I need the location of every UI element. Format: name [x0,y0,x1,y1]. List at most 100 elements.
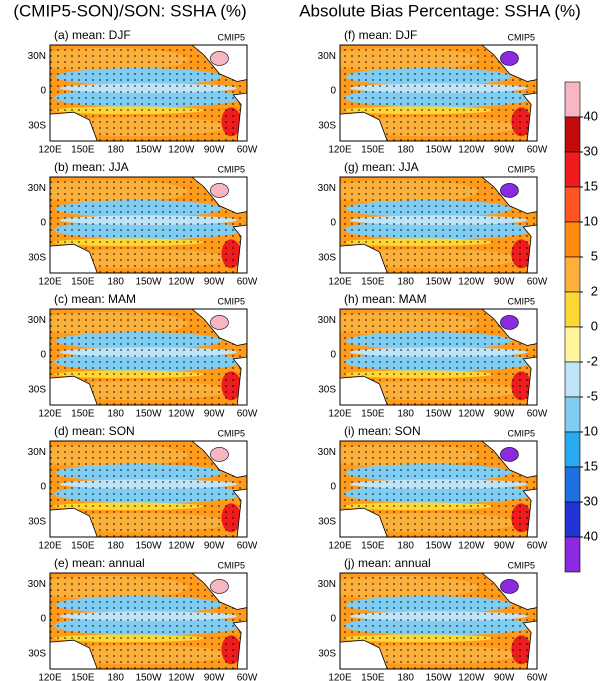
land [522,620,537,669]
lat-tick-label: 0 [40,350,46,361]
lon-tick-label: 120E [38,409,62,420]
lon-tick-label: 90W [494,145,515,156]
lat-tick-label: 30S [28,252,46,263]
lon-tick-label: 150E [361,673,385,681]
land [232,356,247,405]
panel-tag: CMIP5 [507,164,535,174]
map-frame [49,308,248,406]
gulf-patch [210,447,229,462]
colorbar-label: -10 [579,423,598,438]
land [522,224,537,273]
map-frame [49,572,248,670]
land [50,111,98,141]
gulf-patch [500,447,519,462]
panel-tag: CMIP5 [217,32,245,42]
map-panel: (j) mean: annual CMIP5 30N 0 30S 120E 150E 180 1… [318,556,548,681]
lon-tick-label: 150W [135,409,162,420]
colorbar-label: -40 [579,528,598,543]
lon-tick-label: 150W [135,277,162,288]
lon-tick-label: 90W [494,541,515,552]
lon-tick-label: 90W [494,277,515,288]
lon-tick-label: 120E [328,409,352,420]
panel-label: (c) mean: MAM [54,292,136,306]
colorbar-box [564,151,581,188]
land [50,375,98,405]
gulf-patch [500,51,519,66]
panel-label: (d) mean: SON [54,424,135,438]
land [50,507,98,537]
lon-tick-label: 180 [397,409,414,420]
gulf-patch [210,579,229,594]
lat-tick-label: 0 [40,86,46,97]
colorbar-label: 15 [584,178,598,193]
lat-tick-label: 30S [318,384,336,395]
lat-tick-label: 30S [318,120,336,131]
lon-tick-label: 120W [168,409,195,420]
lat-tick-label: 30N [28,315,46,326]
colorbar: 40 30 15 10 5 2 0 -2 -5 -10 -15 -30 -40 [564,81,598,573]
land [522,488,537,537]
lon-tick-label: 180 [107,277,124,288]
lat-tick-label: 0 [40,482,46,493]
gulf-patch [500,183,519,198]
map-panel: (b) mean: JJA CMIP5 30N 0 30S 120E 150E 180 150W… [28,160,258,287]
lon-tick-label: 150E [361,145,385,156]
lon-tick-label: 60W [527,277,548,288]
land [522,92,537,141]
map-field [50,441,247,537]
lon-tick-label: 150W [135,541,162,552]
column-title: Absolute Bias Percentage: SSHA (%) [299,1,581,20]
lon-tick-label: 60W [237,673,258,681]
lon-tick-label: 120E [328,145,352,156]
lat-tick-label: 0 [40,614,46,625]
lon-tick-label: 180 [107,541,124,552]
panel-label: (b) mean: JJA [54,160,129,174]
lon-tick-label: 150E [71,277,95,288]
lon-tick-label: 150E [361,277,385,288]
map-field [340,177,537,273]
lon-tick-label: 120E [328,277,352,288]
lon-tick-label: 120W [458,277,485,288]
lon-tick-label: 150W [425,409,452,420]
lon-tick-label: 120W [458,409,485,420]
lat-tick-label: 30S [28,648,46,659]
lon-tick-label: 90W [204,145,225,156]
map-panel: (i) mean: SON CMIP5 30N 0 30S 120E 150E 180 150W… [318,424,548,551]
map-field [340,573,537,669]
colorbar-box [564,81,581,118]
map-field [50,177,247,273]
lat-tick-label: 30N [28,51,46,62]
lon-tick-label: 60W [237,145,258,156]
panel-tag: CMIP5 [507,32,535,42]
panel-label: (a) mean: DJF [54,28,131,42]
colorbar-label: 30 [584,143,598,158]
lon-tick-label: 120E [38,541,62,552]
colorbar-box [564,326,581,363]
lon-tick-label: 150E [71,145,95,156]
map-field [50,573,247,669]
lon-tick-label: 180 [397,277,414,288]
lat-tick-label: 30N [318,51,336,62]
lon-tick-label: 120W [168,145,195,156]
lon-tick-label: 60W [237,277,258,288]
colorbar-box [564,116,581,153]
lon-tick-label: 150E [71,673,95,681]
panel-tag: CMIP5 [217,428,245,438]
colorbar-label: -2 [586,353,598,368]
gulf-patch [210,315,229,330]
lon-tick-label: 180 [397,541,414,552]
lat-tick-label: 30N [28,447,46,458]
lat-tick-label: 30S [28,384,46,395]
land [50,639,98,669]
lon-tick-label: 150E [361,541,385,552]
map-panel: (a) mean: DJF CMIP5 30N 0 30S 120E 150E 180 150W… [28,28,258,155]
gulf-patch [500,315,519,330]
panel-tag: CMIP5 [507,296,535,306]
colorbar-box [564,431,581,468]
map-field [340,441,537,537]
panel-tag: CMIP5 [217,164,245,174]
map-field [50,45,247,141]
lon-tick-label: 180 [397,673,414,681]
lon-tick-label: 120E [38,145,62,156]
